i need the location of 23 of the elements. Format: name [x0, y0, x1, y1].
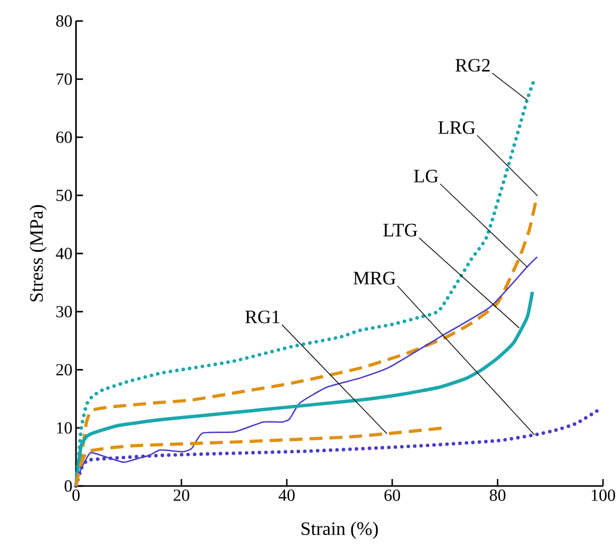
y-tick-label: 50	[56, 190, 72, 202]
x-tick-label: 80	[490, 490, 506, 501]
x-tick-label: 0	[72, 490, 80, 501]
annotation: LG	[414, 170, 438, 182]
y-tick-label: 80	[56, 15, 72, 27]
y-tick-label: 0	[64, 480, 72, 492]
x-tick-label: 40	[278, 490, 295, 501]
x-tick-label: 60	[384, 490, 400, 501]
y-tick-label: 20	[56, 364, 72, 376]
annotation: RG1	[245, 310, 280, 324]
y-axis-title: Stress (MPa)	[30, 205, 47, 302]
y-tick-label: 30	[56, 306, 72, 318]
y-tick-label: 60	[56, 132, 72, 143]
x-tick-label: 20	[174, 490, 190, 501]
annotation: LRG	[438, 121, 476, 134]
annotation: LTG	[383, 224, 418, 237]
y-tick-label: 70	[56, 73, 72, 85]
y-tick-label: 10	[57, 422, 72, 434]
x-tick-label: 100	[592, 490, 616, 501]
annotation: RG2	[456, 58, 490, 72]
annotation: MRG	[354, 272, 396, 284]
x-axis-title: Strain (%)	[302, 522, 378, 539]
y-tick-label: 40	[56, 248, 72, 260]
